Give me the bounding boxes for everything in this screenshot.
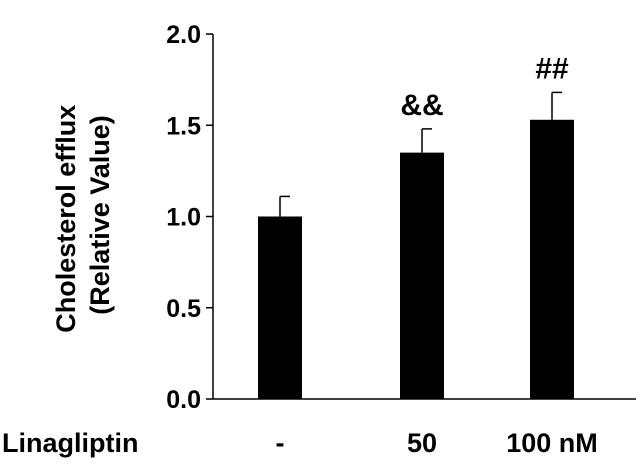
y-tick-label-3: 1.5 (166, 112, 201, 140)
y-axis-label-line-1: Cholesterol efflux (51, 105, 81, 333)
y-tick-label-0: 0.0 (166, 386, 201, 414)
bar-0 (258, 216, 302, 399)
x-tick-label-0: - (276, 428, 285, 458)
x-tick-label-1: 50 (407, 428, 437, 458)
y-tick-label-2: 1.0 (166, 204, 201, 232)
y-tick-label-1: 0.5 (166, 295, 201, 323)
bar-1 (400, 152, 444, 399)
significance-annotation-2: ## (535, 52, 569, 85)
y-axis: 0.0 0.5 1.0 1.5 2.0 (166, 21, 214, 414)
bar-2 (530, 119, 574, 400)
y-tick-label-4: 2.0 (166, 21, 201, 49)
y-axis-label: Cholesterol efflux (Relative Value) (51, 97, 115, 333)
x-tick-label-2: 100 nM (506, 428, 598, 458)
significance-annotation-1: && (400, 89, 443, 122)
y-axis-label-line-2: (Relative Value) (85, 115, 115, 315)
treatment-row-label: Linagliptin (2, 428, 138, 458)
